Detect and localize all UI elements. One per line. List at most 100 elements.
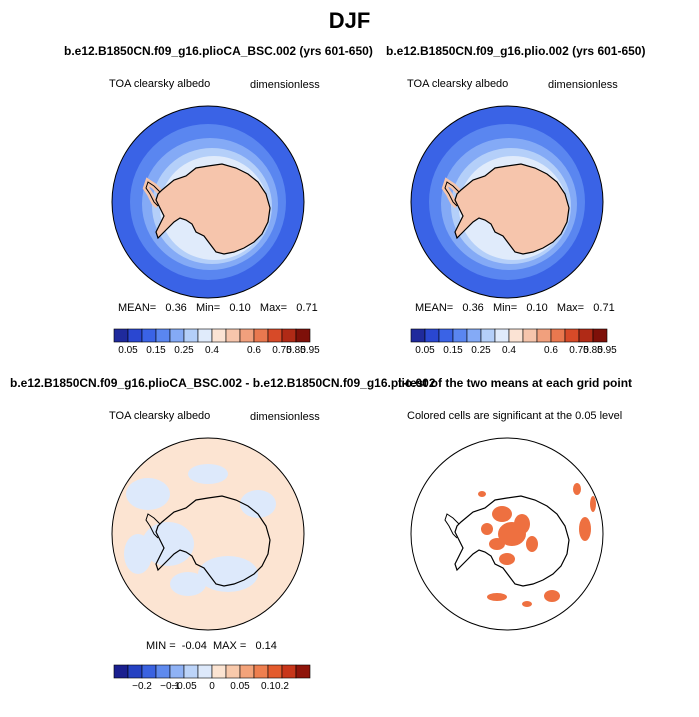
negative-anomaly-region [124, 534, 152, 574]
colorbar-svg [410, 328, 608, 343]
significant-cell [522, 601, 532, 607]
coastline [454, 495, 570, 587]
map-field [112, 438, 304, 630]
colorbar-swatch [183, 328, 199, 343]
colorbar-swatch [141, 328, 157, 343]
significant-cell [579, 517, 591, 541]
colorbar-tick-label: 0.75 [272, 345, 292, 356]
panel-1-stats: MEAN= 0.36 Min= 0.10 Max= 0.71 [118, 302, 318, 314]
colorbar-swatch [410, 328, 426, 343]
colorbar-swatch [480, 328, 496, 343]
peninsula-coastline [444, 513, 460, 539]
panel-1-title: b.e12.B1850CN.f09_g16.plioCA_BSC.002 (yr… [64, 44, 373, 58]
panel-2-title: b.e12.B1850CN.f09_g16.plio.002 (yrs 601-… [386, 44, 646, 58]
max-value: 0.14 [255, 640, 277, 652]
colorbar-swatch [253, 328, 269, 343]
colorbar-tick-label: 0.6 [544, 345, 558, 356]
antarctica-land [455, 164, 569, 254]
colorbar-swatch [267, 664, 283, 679]
colorbar-tick-label: 0.25 [174, 345, 194, 356]
panel-2-variable-label: TOA clearsky albedo [407, 78, 509, 90]
peninsula-coastline [145, 181, 161, 207]
min-value: 0.10 [526, 302, 548, 314]
map-border [410, 437, 604, 631]
colorbar-swatch [452, 328, 468, 343]
significant-cell [487, 593, 507, 601]
significant-cell [489, 538, 505, 550]
colorbar-swatch [281, 328, 297, 343]
min-value: 0.10 [229, 302, 251, 314]
max-label: MAX = [212, 640, 247, 652]
significant-cell [492, 506, 512, 522]
colorbar-swatch [183, 664, 199, 679]
significant-cell [590, 496, 596, 512]
min-label: MIN = [146, 640, 176, 652]
map-field [411, 106, 603, 298]
colorbar-swatch [281, 664, 297, 679]
colorbar-swatch [466, 328, 482, 343]
colorbar-tick-label: 0 [209, 681, 215, 692]
map-border [111, 437, 305, 631]
colorbar-swatch [267, 328, 283, 343]
colorbar-tick-label: 0.25 [471, 345, 491, 356]
panel-3-variable-label: TOA clearsky albedo [109, 410, 211, 422]
negative-anomaly-region [240, 490, 276, 518]
colorbar-swatch [211, 664, 227, 679]
colorbar-tick-label: 0.85 [583, 345, 603, 356]
colorbar-swatch [253, 664, 269, 679]
figure-title: DJF [328, 8, 371, 33]
colorbar-tick-label: −0.2 [132, 681, 152, 692]
colorbar-tick-label: 0.05 [415, 345, 435, 356]
significant-cell [478, 491, 486, 497]
colorbar-swatch [494, 328, 510, 343]
colorbar-tick-label: 0.15 [146, 345, 166, 356]
significant-cell [481, 523, 493, 535]
map-field [112, 106, 304, 298]
peninsula-coastline [444, 181, 460, 207]
colorbar-swatch [127, 328, 143, 343]
colorbar-swatch [295, 328, 311, 343]
colorbar-swatch [127, 664, 143, 679]
colorbar-swatch [550, 328, 566, 343]
negative-anomaly-region [198, 556, 258, 592]
colorbar-swatch [578, 328, 594, 343]
mean-label: MEAN= [415, 302, 454, 314]
min-label: Min= [195, 302, 221, 314]
colorbar-tick-label: 0.4 [502, 345, 516, 356]
map-field [411, 438, 603, 630]
colorbar-svg [113, 328, 311, 343]
negative-anomaly-region [170, 572, 206, 596]
max-value: 0.71 [593, 302, 615, 314]
colorbar-swatch [211, 328, 227, 343]
colorbar-swatch [536, 328, 552, 343]
significant-cell [544, 590, 560, 602]
colorbar-swatch [225, 328, 241, 343]
colorbar-swatch [592, 328, 608, 343]
antarctica-land [156, 164, 270, 254]
colorbar-swatch [239, 664, 255, 679]
colorbar-tick-label: 0.95 [300, 345, 320, 356]
colorbar-tick-label: 0.15 [443, 345, 463, 356]
coastline [155, 163, 271, 255]
colorbar-tick-label: 0.95 [597, 345, 617, 356]
mean-value: 0.36 [462, 302, 484, 314]
colorbar-swatch [225, 664, 241, 679]
max-label: Max= [259, 302, 288, 314]
colorbar-tick-label: 0.85 [286, 345, 306, 356]
panel-4-polar-map [410, 437, 604, 631]
colorbar-swatch [169, 664, 185, 679]
peninsula-coastline [145, 513, 161, 539]
panel-3-polar-map [111, 437, 305, 631]
colorbar-swatch [113, 328, 129, 343]
colorbar-tick-label: 0.1 [261, 681, 275, 692]
panel-1-polar-map [111, 105, 305, 299]
colorbar-svg [113, 664, 311, 679]
mean-label: MEAN= [118, 302, 157, 314]
negative-anomaly-region [188, 464, 228, 484]
map-border [410, 105, 604, 299]
colorbar-tick-label: 0.2 [275, 681, 289, 692]
panel-3-title: b.e12.B1850CN.f09_g16.plioCA_BSC.002 - b… [10, 376, 436, 390]
coastline [454, 163, 570, 255]
colorbar-tick-label: −0.1 [160, 681, 180, 692]
colorbar-swatch [508, 328, 524, 343]
